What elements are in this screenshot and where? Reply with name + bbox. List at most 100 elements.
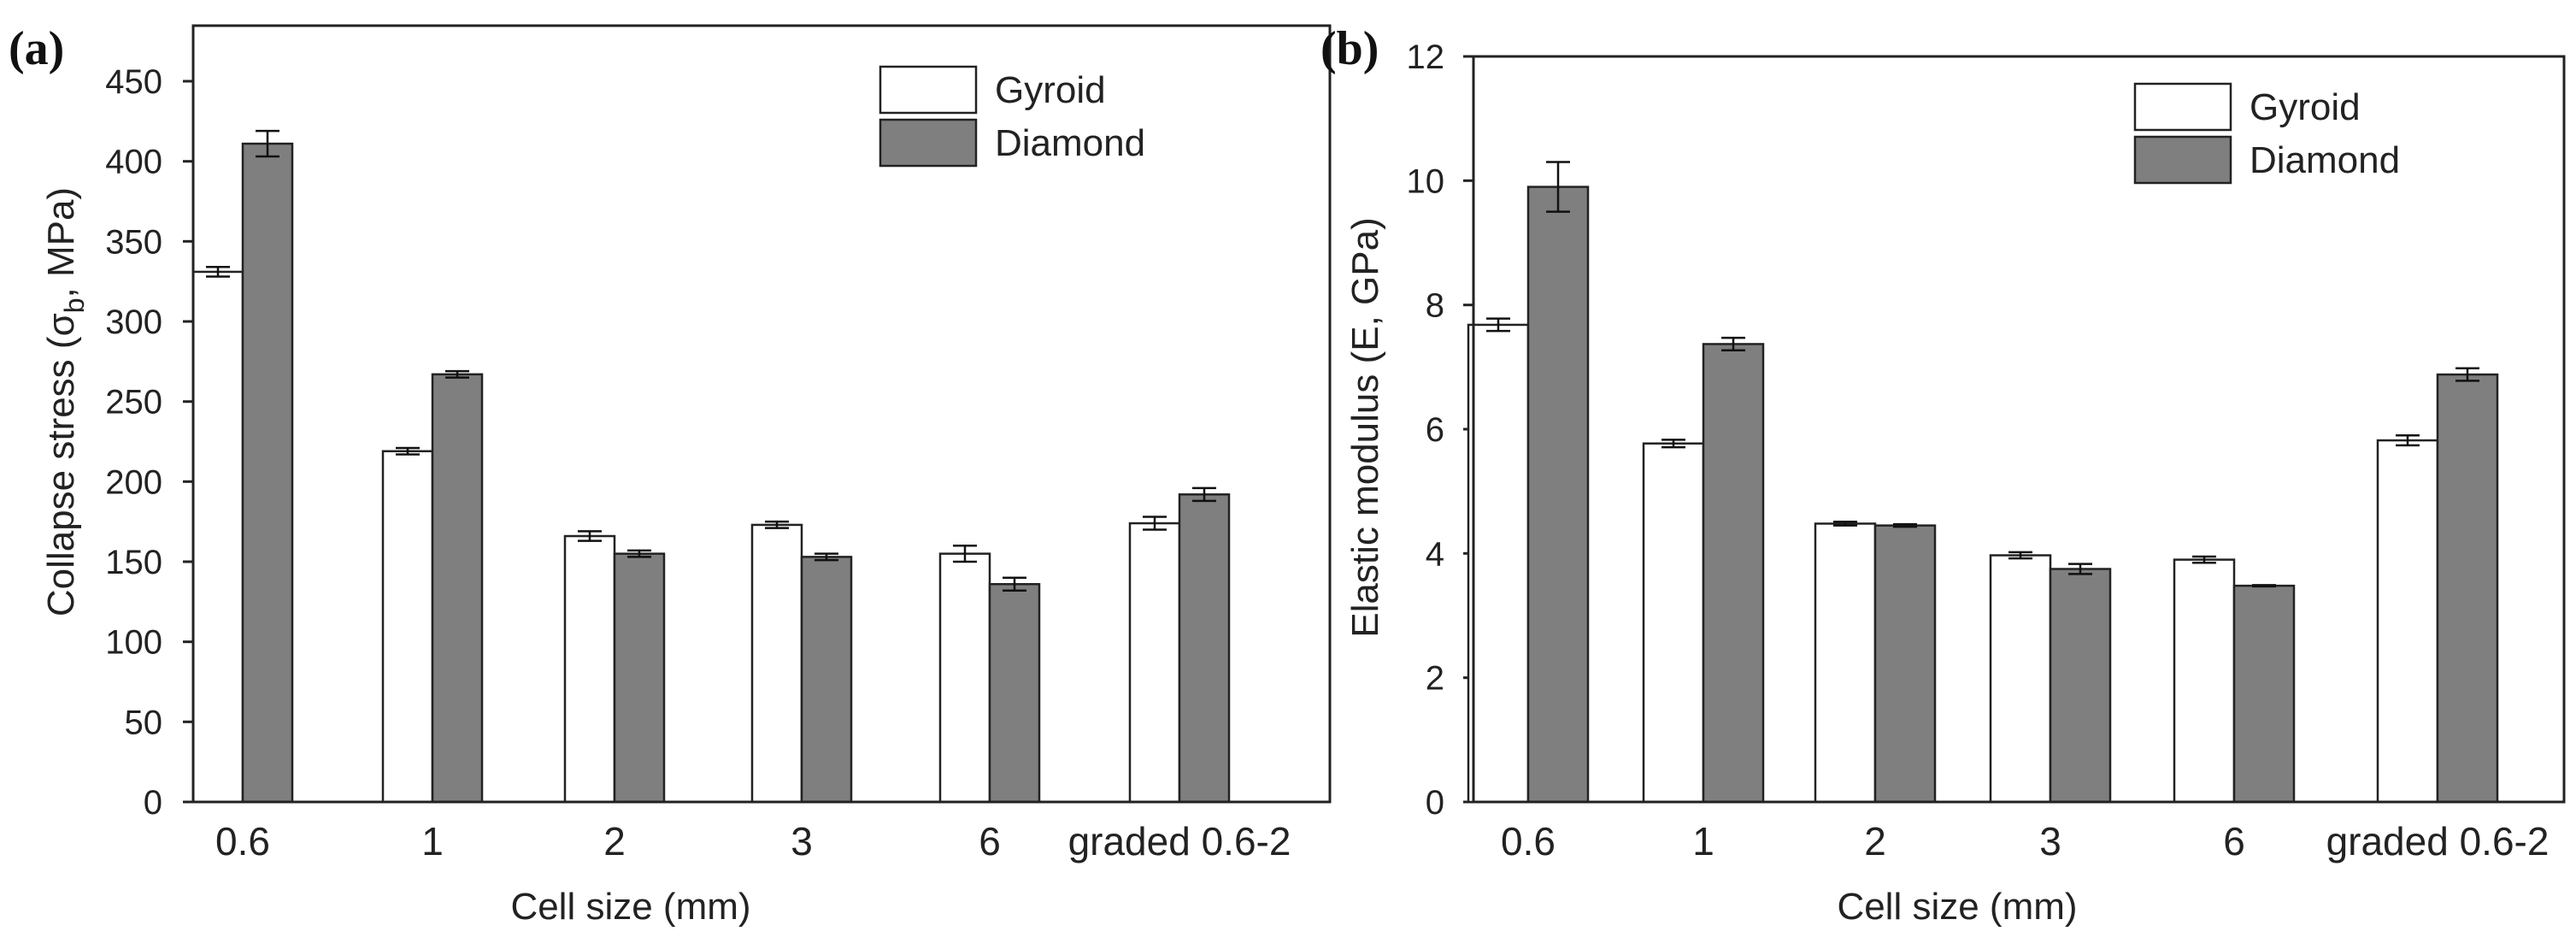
xtick-label-a-2: 2 xyxy=(603,819,626,864)
ytick-label-b-1: 2 xyxy=(1426,660,1444,698)
chart-b-error-bars xyxy=(1486,161,2479,588)
y-axis-title-a-main: Collapse stress (σ xyxy=(40,313,82,616)
bar-a-diamond-1 xyxy=(431,373,484,804)
legend-label-a-gyroid: Gyroid xyxy=(995,69,1106,111)
bar-b-diamond-3 xyxy=(2049,568,2112,804)
bar-a-gyroid-1 xyxy=(381,450,434,804)
bar-a-gyroid-0 xyxy=(191,270,244,804)
x-axis-title-a: Cell size (mm) xyxy=(510,886,750,928)
bar-b-gyroid-1 xyxy=(1642,442,1705,804)
errbar-b-gyroid-1 xyxy=(1661,439,1685,449)
xtick-label-a-3: 3 xyxy=(791,819,813,864)
xtick-label-a-5: graded 0.6-2 xyxy=(1068,819,1291,864)
errbar-b-diamond-0 xyxy=(1546,161,1570,213)
chart-b: (b) 0 2 4 6 8 10 12 xyxy=(1320,22,2566,928)
errbar-a-diamond-5 xyxy=(1192,486,1216,503)
bar-a-gyroid-3 xyxy=(750,523,803,804)
chart-a-error-bars xyxy=(206,129,1216,592)
errbar-a-diamond-0 xyxy=(256,129,279,158)
errbar-b-gyroid-5 xyxy=(2396,434,2420,447)
xtick-label-b-3: 3 xyxy=(2039,819,2061,864)
y-axis-title-a: Collapse stress (σb, MPa) xyxy=(40,187,90,616)
errbar-a-gyroid-5 xyxy=(1143,516,1167,531)
xtick-label-b-4: 6 xyxy=(2223,819,2245,864)
errbar-b-diamond-1 xyxy=(1721,336,1745,351)
errbar-b-gyroid-3 xyxy=(2008,551,2032,560)
bar-b-diamond-2 xyxy=(1873,524,1937,804)
chart-b-bars xyxy=(1467,186,2499,804)
bar-a-diamond-3 xyxy=(800,556,853,804)
legend-a: Gyroid Diamond xyxy=(879,65,1145,168)
chart-a-yticks: 0 50 100 150 200 250 300 350 400 450 xyxy=(105,63,193,822)
y-axis-title-a-end: , MPa) xyxy=(40,187,82,298)
chart-b-xticks: 0.6 1 2 3 6 graded 0.6-2 xyxy=(1501,819,2549,864)
ytick-label-b-2: 4 xyxy=(1426,535,1444,573)
errbar-a-gyroid-3 xyxy=(765,520,789,529)
legend-b: Gyroid Diamond xyxy=(2133,82,2400,185)
errbar-a-gyroid-4 xyxy=(953,545,977,563)
xtick-label-a-1: 1 xyxy=(421,819,444,864)
ytick-label-a-8: 400 xyxy=(105,144,162,181)
xtick-label-b-0: 0.6 xyxy=(1501,819,1556,864)
errbar-a-gyroid-1 xyxy=(396,446,420,456)
bar-b-diamond-1 xyxy=(1702,343,1765,804)
bar-a-diamond-5 xyxy=(1178,493,1231,804)
errbar-b-gyroid-0 xyxy=(1486,317,1510,333)
ytick-label-b-6: 12 xyxy=(1407,38,1445,76)
bar-b-gyroid-4 xyxy=(2173,558,2236,804)
errbar-a-diamond-2 xyxy=(627,549,651,558)
bar-b-gyroid-5 xyxy=(2376,439,2439,804)
bar-a-gyroid-2 xyxy=(563,534,616,804)
xtick-label-b-1: 1 xyxy=(1692,819,1714,864)
chart-a-frame xyxy=(191,24,1332,804)
ytick-label-a-7: 350 xyxy=(105,223,162,261)
bar-a-diamond-4 xyxy=(988,582,1041,804)
legend-swatch-b-gyroid xyxy=(2133,82,2232,132)
xtick-label-a-0: 0.6 xyxy=(215,819,270,864)
ytick-label-a-2: 100 xyxy=(105,624,162,662)
xtick-label-b-5: graded 0.6-2 xyxy=(2326,819,2550,864)
chart-a-bars xyxy=(191,142,1231,804)
errbar-b-gyroid-4 xyxy=(2192,555,2216,564)
panel-label-b: (b) xyxy=(1320,22,1379,75)
bar-b-diamond-4 xyxy=(2232,584,2296,804)
ytick-label-a-1: 50 xyxy=(125,704,163,741)
ytick-label-a-6: 300 xyxy=(105,304,162,341)
chart-a-xticks: 0.6 1 2 3 6 graded 0.6-2 xyxy=(215,819,1291,864)
errbar-b-diamond-5 xyxy=(2455,367,2479,382)
errbar-b-gyroid-2 xyxy=(1833,521,1857,527)
legend-swatch-a-diamond xyxy=(879,118,978,168)
bar-a-diamond-2 xyxy=(613,552,666,804)
x-axis-title-b: Cell size (mm) xyxy=(1837,886,2077,928)
chart-a: (a) 0 50 100 150 200 250 300 350 400 450 xyxy=(9,22,1332,928)
errbar-a-gyroid-2 xyxy=(578,530,602,542)
xtick-label-a-4: 6 xyxy=(979,819,1001,864)
legend-label-b-gyroid: Gyroid xyxy=(2250,86,2361,128)
y-axis-title-b: Elastic modulus (E, GPa) xyxy=(1344,217,1386,638)
errbar-a-gyroid-0 xyxy=(206,266,230,278)
bar-a-gyroid-5 xyxy=(1128,522,1181,804)
bar-a-gyroid-4 xyxy=(938,552,991,804)
legend-swatch-b-diamond xyxy=(2133,135,2232,185)
bar-b-diamond-5 xyxy=(2436,373,2499,804)
ytick-label-a-3: 150 xyxy=(105,544,162,581)
y-axis-title-a-sub: b xyxy=(59,298,90,313)
chart-b-yticks: 0 2 4 6 8 10 12 xyxy=(1407,38,1473,822)
xtick-label-b-2: 2 xyxy=(1864,819,1886,864)
legend-swatch-a-gyroid xyxy=(879,65,978,115)
ytick-label-a-0: 0 xyxy=(144,784,162,822)
errbar-b-diamond-2 xyxy=(1893,522,1917,528)
ytick-label-a-4: 200 xyxy=(105,463,162,501)
panel-label-a: (a) xyxy=(9,22,64,75)
ytick-label-a-9: 450 xyxy=(105,63,162,101)
errbar-a-diamond-4 xyxy=(1003,576,1026,592)
bar-b-gyroid-3 xyxy=(1989,554,2052,804)
bar-b-gyroid-0 xyxy=(1467,323,1530,804)
bar-a-diamond-0 xyxy=(241,142,294,804)
bar-b-gyroid-2 xyxy=(1814,522,1877,804)
legend-label-a-diamond: Diamond xyxy=(995,122,1145,164)
errbar-a-diamond-1 xyxy=(445,369,469,379)
errbar-b-diamond-3 xyxy=(2068,563,2092,575)
ytick-label-b-5: 10 xyxy=(1407,162,1445,200)
